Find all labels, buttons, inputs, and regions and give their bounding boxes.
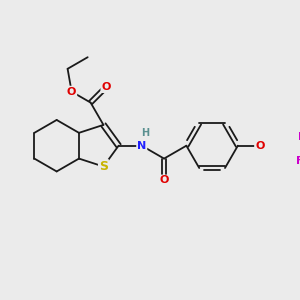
Text: H: H (141, 128, 149, 138)
Text: N: N (137, 141, 146, 151)
Text: O: O (101, 82, 111, 92)
Text: F: F (298, 132, 300, 142)
Text: S: S (99, 160, 108, 173)
Text: O: O (159, 176, 169, 185)
Text: F: F (296, 156, 300, 166)
Text: O: O (67, 87, 76, 97)
Text: O: O (255, 141, 264, 151)
